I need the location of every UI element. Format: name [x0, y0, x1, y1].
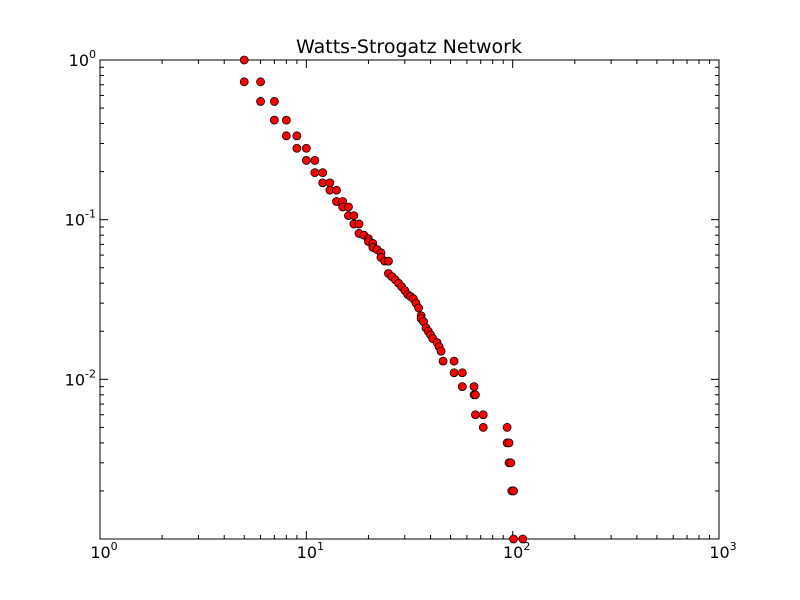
data-point	[281, 115, 291, 125]
data-point	[239, 55, 249, 65]
data-point	[239, 77, 249, 87]
data-point	[478, 422, 488, 432]
data-point	[504, 438, 514, 448]
data-point	[436, 346, 446, 356]
data-point	[325, 178, 335, 188]
data-point	[256, 77, 265, 87]
x-tick-label: 103	[709, 540, 736, 562]
x-tick-label: 100	[90, 540, 117, 562]
data-point	[301, 156, 311, 165]
data-point	[301, 143, 311, 153]
data-point	[502, 422, 512, 432]
data-point	[354, 219, 364, 229]
x-tick-label: 101	[297, 540, 324, 562]
data-point	[509, 486, 518, 496]
data-point	[469, 382, 479, 392]
axes-frame	[99, 59, 720, 540]
data-point	[310, 168, 320, 178]
data-point	[457, 382, 467, 392]
x-tick-label: 102	[503, 540, 530, 562]
data-point	[318, 168, 328, 178]
data-point	[349, 211, 359, 221]
data-point	[269, 115, 279, 125]
data-point	[292, 131, 302, 141]
data-point	[518, 534, 528, 544]
data-point	[449, 368, 459, 378]
data-point	[509, 534, 518, 544]
chart-title: Watts-Strogatz Network	[296, 36, 522, 58]
y-tick-label: 10-1	[65, 208, 96, 230]
data-point	[292, 143, 302, 153]
data-point	[457, 368, 467, 378]
data-point	[332, 185, 341, 195]
data-point	[506, 458, 516, 468]
y-tick-label: 100	[69, 48, 96, 70]
data-point	[344, 202, 353, 212]
data-point	[256, 97, 265, 106]
data-point	[269, 97, 279, 106]
data-point	[384, 256, 393, 266]
data-point	[310, 156, 320, 165]
data-point	[438, 356, 448, 366]
data-point	[449, 356, 459, 366]
plot-area: 100 101 102 103 10-2 10-1 100	[65, 48, 737, 562]
data-point	[471, 390, 480, 400]
data-point	[471, 410, 480, 420]
data-point	[478, 410, 488, 420]
data-point	[281, 131, 291, 141]
y-tick-label: 10-2	[65, 367, 96, 389]
data-point	[414, 303, 423, 313]
